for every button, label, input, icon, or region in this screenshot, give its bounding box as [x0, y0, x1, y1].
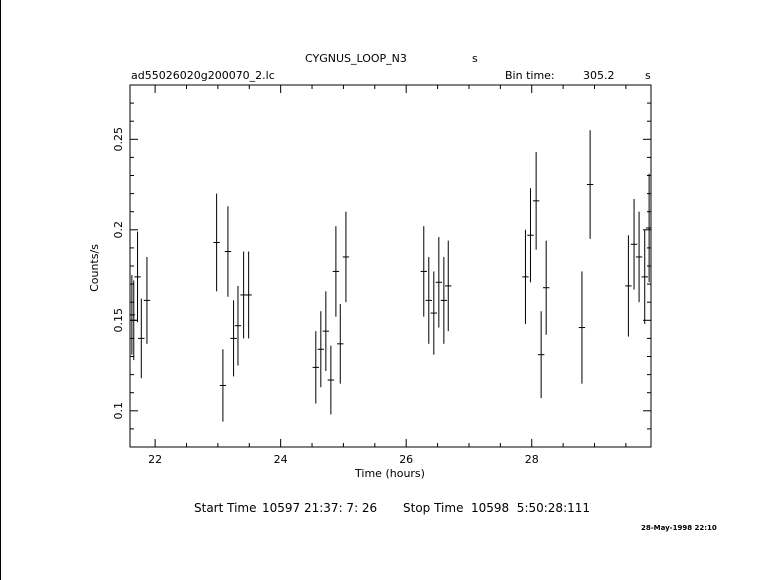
data-point — [322, 291, 330, 371]
bin-time-label: Bin time: — [505, 69, 555, 82]
data-point — [420, 226, 427, 317]
bin-time-value: 305.2 — [583, 69, 615, 82]
data-point — [625, 235, 632, 337]
x-tick-label: 28 — [525, 453, 539, 466]
x-tick-label: 24 — [274, 453, 288, 466]
data-point — [138, 298, 145, 379]
data-point — [586, 130, 594, 239]
data-point — [635, 211, 643, 303]
y-tick-label: 0.15 — [112, 308, 125, 333]
data-point — [578, 271, 586, 384]
data-point — [645, 173, 651, 283]
data-points — [130, 130, 651, 422]
data-point — [312, 331, 320, 404]
start-time-label: Start Time — [194, 501, 257, 515]
data-point — [245, 251, 252, 339]
window-left-border — [0, 0, 1, 580]
data-point — [337, 304, 344, 384]
data-point — [213, 193, 220, 292]
data-point — [230, 300, 237, 377]
data-point — [527, 188, 534, 283]
y-tick-label: 0.25 — [112, 127, 125, 152]
data-point — [430, 271, 438, 355]
data-point — [327, 345, 335, 415]
y-tick-label: 0.2 — [112, 221, 125, 239]
data-point — [630, 199, 638, 290]
data-point — [440, 256, 448, 344]
x-axis-ticks: 22 24 26 28 — [148, 85, 627, 466]
data-point — [435, 237, 443, 328]
data-point — [224, 206, 232, 297]
data-point — [532, 151, 540, 250]
data-point — [425, 256, 432, 344]
data-point — [143, 256, 151, 344]
x-tick-label: 22 — [148, 453, 162, 466]
data-point — [542, 240, 550, 335]
stop-time-label: Stop Time — [403, 501, 464, 515]
data-point — [130, 280, 137, 361]
y-axis-label: Counts/s — [88, 244, 101, 292]
data-point — [234, 285, 242, 366]
data-point — [332, 226, 340, 317]
object-unit: s — [472, 52, 478, 65]
x-axis-label: Time (hours) — [354, 467, 425, 480]
data-point — [522, 229, 529, 324]
data-point — [537, 311, 545, 399]
data-point — [641, 229, 648, 324]
y-tick-label: 0.1 — [112, 402, 125, 420]
y-axis-ticks: 0.1 0.15 0.2 0.25 — [112, 102, 651, 430]
data-point — [130, 275, 136, 355]
start-time-value: 10597 21:37: 7: 26 — [262, 501, 378, 515]
plot-frame — [129, 84, 652, 448]
data-point — [342, 211, 350, 303]
data-point — [219, 349, 227, 422]
x-tick-label: 26 — [399, 453, 413, 466]
plot-timestamp: 28-May-1998 22:10 — [641, 524, 717, 532]
data-point — [445, 240, 452, 332]
object-name: CYGNUS_LOOP_N3 — [305, 52, 407, 65]
data-point — [134, 231, 141, 323]
stop-time-value: 10598 5:50:28:111 — [471, 501, 591, 515]
file-name: ad55026020g200070_2.lc — [131, 69, 275, 82]
data-point — [317, 311, 325, 388]
bin-time-unit: s — [645, 69, 651, 82]
